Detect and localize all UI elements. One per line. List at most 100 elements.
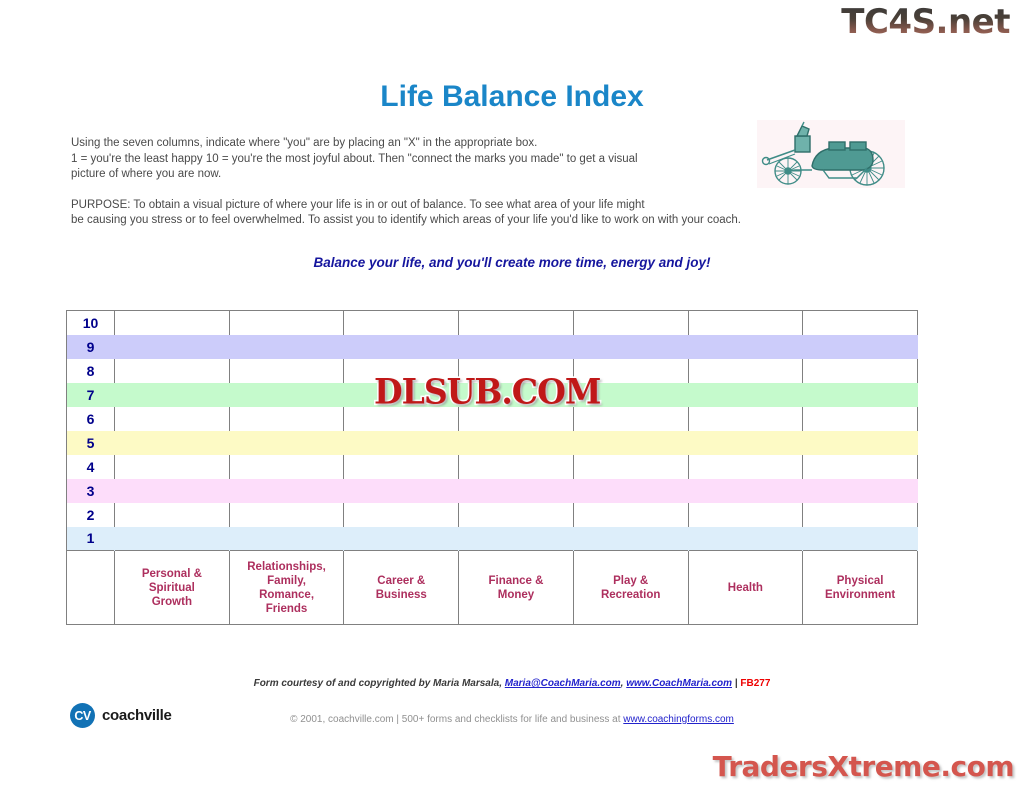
- grid-cell-r2-c1[interactable]: [114, 502, 230, 527]
- coachville-logo[interactable]: CV coachville: [70, 703, 172, 728]
- scale-label-8: 8: [66, 358, 115, 383]
- grid-cell-r4-c4[interactable]: [458, 454, 574, 479]
- grid-cell-r4-c2[interactable]: [228, 454, 345, 479]
- grid-cell-r9-c7[interactable]: [803, 335, 918, 359]
- grid-cell-r2-c4[interactable]: [458, 502, 574, 527]
- grid-cell-r4-c6[interactable]: [687, 454, 804, 479]
- grid-cell-r4-c7[interactable]: [802, 454, 918, 479]
- grid-cell-r5-c6[interactable]: [688, 431, 803, 455]
- copyright-line: © 2001, coachville.com | 500+ forms and …: [0, 714, 1024, 725]
- grid-cell-r7-c1[interactable]: [115, 383, 230, 407]
- grid-cell-r2-c7[interactable]: [802, 502, 918, 527]
- grid-cell-r3-c1[interactable]: [115, 479, 230, 503]
- scale-label-7: 7: [86, 386, 95, 403]
- grid-row-10: 10: [66, 310, 918, 335]
- coachingforms-link[interactable]: www.coachingforms.com: [623, 714, 734, 725]
- grid-cell-r10-c5[interactable]: [572, 310, 689, 335]
- grid-row-5: 5: [66, 430, 918, 455]
- grid-row-6: 6: [66, 406, 918, 431]
- scale-label-10: 10: [66, 310, 115, 335]
- grid-cell-r7-c6[interactable]: [688, 383, 803, 407]
- grid-cell-r10-c2[interactable]: [228, 310, 345, 335]
- grid-header-corner: [66, 550, 115, 625]
- grid-cell-r3-c7[interactable]: [803, 479, 918, 503]
- grid-cell-r9-c2[interactable]: [229, 335, 344, 359]
- grid-cell-r2-c3[interactable]: [343, 502, 460, 527]
- grid-cell-r10-c6[interactable]: [687, 310, 804, 335]
- grid-cell-r6-c4[interactable]: [458, 406, 574, 431]
- grid-cell-r3-c6[interactable]: [688, 479, 803, 503]
- page-title: Life Balance Index: [380, 80, 644, 113]
- grid-header-row: Personal & Spiritual Growth Relationships, F…: [66, 550, 918, 625]
- grid-cell-r6-c2[interactable]: [228, 406, 345, 431]
- grid-cell-r9-c4[interactable]: [459, 335, 574, 359]
- grid-cell-r6-c6[interactable]: [687, 406, 804, 431]
- grid-row-2: 2: [66, 502, 918, 527]
- grid-cell-r10-c1[interactable]: [114, 310, 230, 335]
- grid-cell-r7-c7[interactable]: [803, 383, 918, 407]
- grid-cell-r2-c5[interactable]: [572, 502, 689, 527]
- grid-cell-r4-c3[interactable]: [343, 454, 460, 479]
- credit-site-link[interactable]: www.CoachMaria.com: [626, 678, 733, 689]
- grid-cell-r8-c7[interactable]: [802, 358, 918, 383]
- grid-cell-r1-c7[interactable]: [803, 527, 918, 551]
- copyright-prefix: © 2001, coachville.com | 500+ forms and …: [290, 714, 624, 725]
- intro-line-1: Using the seven columns, indicate where …: [71, 137, 538, 149]
- tradersxtreme-watermark: TradersXtreme.com: [711, 749, 1016, 785]
- grid-cell-r3-c3[interactable]: [344, 479, 459, 503]
- grid-cell-r6-c1[interactable]: [114, 406, 230, 431]
- grid-cell-r5-c5[interactable]: [573, 431, 688, 455]
- grid-cell-r5-c2[interactable]: [229, 431, 344, 455]
- grid-cell-r7-c2[interactable]: [229, 383, 344, 407]
- grid-row-7: 7: [66, 382, 918, 407]
- grid-row-9: 9: [66, 334, 918, 359]
- column-header-5: Play & Recreation: [572, 550, 689, 625]
- grid-cell-r2-c2[interactable]: [228, 502, 345, 527]
- grid-cell-r8-c4[interactable]: [458, 358, 574, 383]
- grid-cell-r1-c1[interactable]: [115, 527, 230, 551]
- grid-cell-r4-c5[interactable]: [572, 454, 689, 479]
- grid-cell-r8-c5[interactable]: [572, 358, 689, 383]
- grid-cell-r9-c5[interactable]: [573, 335, 688, 359]
- grid-cell-r9-c3[interactable]: [344, 335, 459, 359]
- scale-label-1: 1: [86, 530, 95, 547]
- grid-cell-r1-c3[interactable]: [344, 527, 459, 551]
- horse-carriage-illustration: [757, 120, 905, 188]
- grid-cell-r8-c1[interactable]: [114, 358, 230, 383]
- grid-cell-r8-c3[interactable]: [343, 358, 460, 383]
- grid-cell-r6-c7[interactable]: [802, 406, 918, 431]
- grid-cell-r3-c4[interactable]: [459, 479, 574, 503]
- scale-label-5: 5: [86, 434, 95, 451]
- credit-separator: ,: [620, 678, 627, 689]
- grid-cell-r1-c6[interactable]: [688, 527, 803, 551]
- grid-cell-r1-c5[interactable]: [573, 527, 688, 551]
- grid-cell-r10-c4[interactable]: [458, 310, 574, 335]
- grid-cell-r5-c4[interactable]: [459, 431, 574, 455]
- column-header-7: Physical Environment: [802, 550, 918, 625]
- grid-cell-r8-c2[interactable]: [228, 358, 345, 383]
- grid-cell-r9-c1[interactable]: [115, 335, 230, 359]
- grid-cell-r4-c1[interactable]: [114, 454, 230, 479]
- grid-cell-r5-c1[interactable]: [115, 431, 230, 455]
- grid-row-1: 1: [66, 526, 918, 551]
- scale-label-6: 6: [66, 406, 115, 431]
- grid-cell-r8-c6[interactable]: [687, 358, 804, 383]
- life-balance-grid[interactable]: 10 9 8 7 6 5 4 3 2 1 Personal & Spiritual Growth Rela…: [66, 310, 918, 625]
- grid-cell-r10-c3[interactable]: [343, 310, 460, 335]
- credit-email-link[interactable]: Maria@CoachMaria.com: [504, 678, 621, 689]
- grid-cell-r6-c5[interactable]: [572, 406, 689, 431]
- grid-cell-r9-c6[interactable]: [688, 335, 803, 359]
- grid-cell-r3-c2[interactable]: [229, 479, 344, 503]
- grid-cell-r1-c4[interactable]: [459, 527, 574, 551]
- grid-cell-r10-c7[interactable]: [802, 310, 918, 335]
- grid-cell-r2-c6[interactable]: [687, 502, 804, 527]
- grid-cell-r3-c5[interactable]: [573, 479, 688, 503]
- purpose-block: PURPOSE: To obtain a visual picture of w…: [71, 198, 851, 229]
- purpose-line-2: be causing you stress or to feel overwhe…: [71, 214, 741, 226]
- grid-cell-r5-c7[interactable]: [803, 431, 918, 455]
- grid-cell-r5-c3[interactable]: [344, 431, 459, 455]
- dlsub-watermark: DLSUB.COM: [372, 369, 602, 413]
- tagline: Balance your life, and you'll create mor…: [313, 255, 711, 270]
- grid-cell-r1-c2[interactable]: [229, 527, 344, 551]
